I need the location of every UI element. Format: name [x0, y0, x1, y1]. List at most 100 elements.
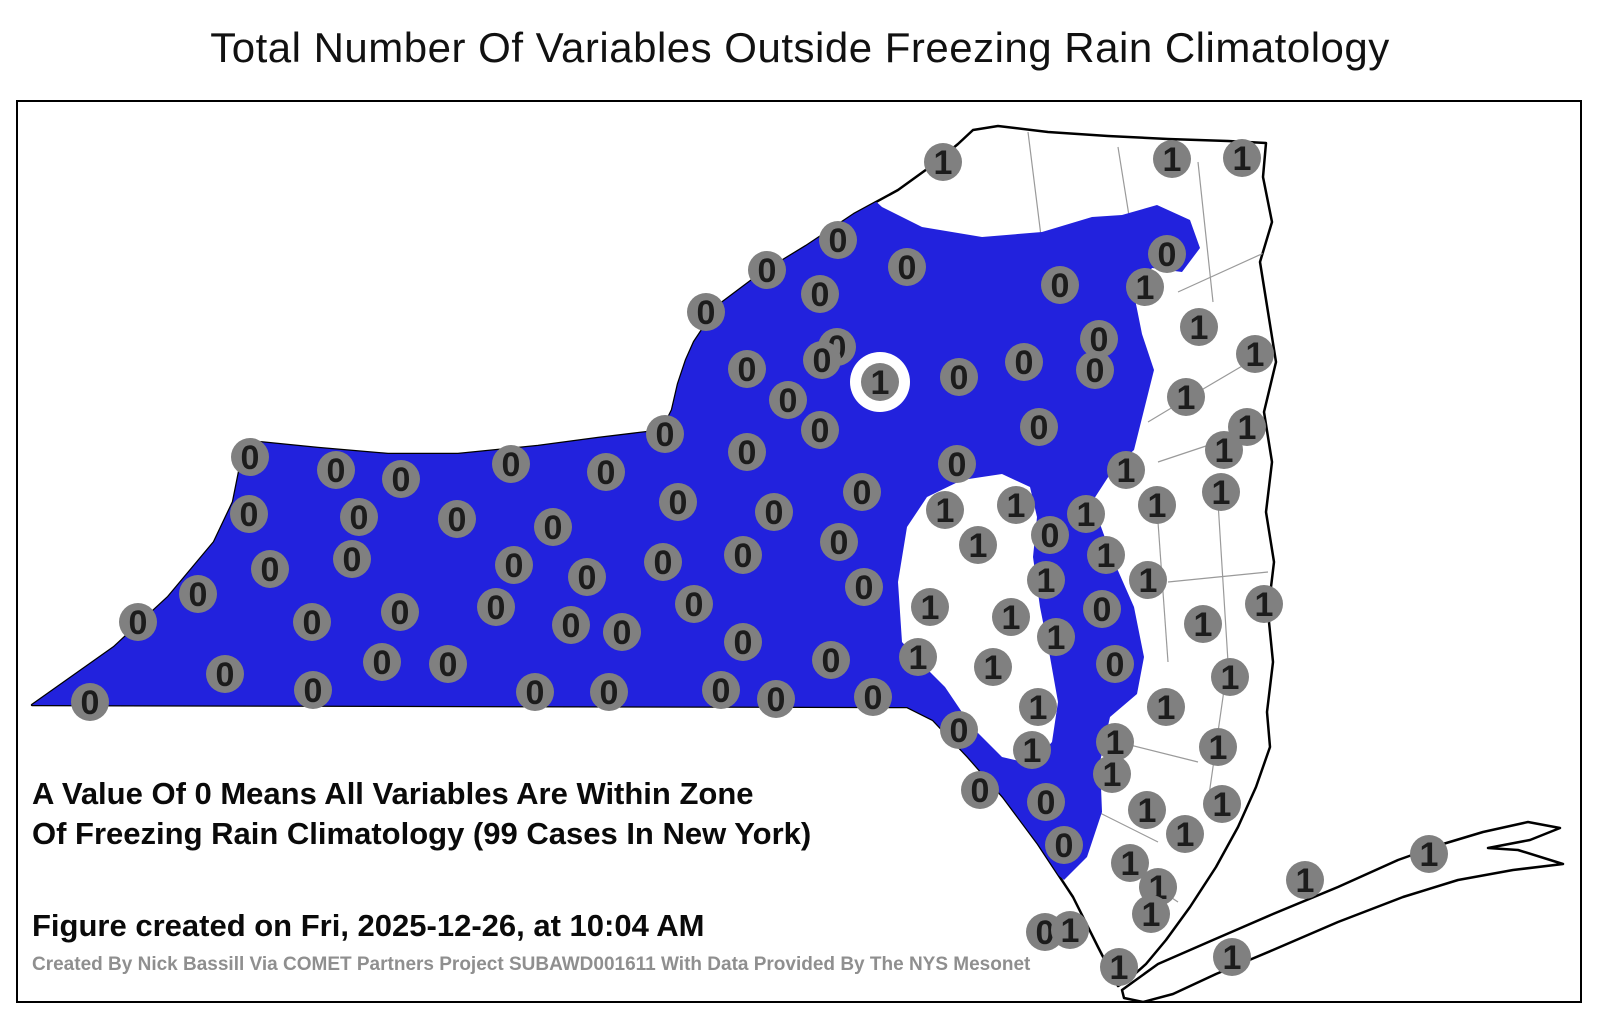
station-marker: 0 [587, 453, 625, 492]
svg-text:0: 0 [1093, 591, 1112, 629]
svg-text:1: 1 [1246, 336, 1265, 374]
station-marker: 1 [1027, 561, 1065, 600]
svg-text:0: 0 [439, 646, 458, 684]
svg-text:0: 0 [685, 586, 704, 624]
svg-text:0: 0 [758, 252, 777, 290]
svg-text:0: 0 [697, 294, 716, 332]
station-marker: 0 [728, 433, 766, 472]
svg-text:1: 1 [1047, 619, 1066, 657]
station-marker: 1 [924, 143, 962, 182]
station-marker: 0 [230, 495, 268, 534]
svg-text:1: 1 [1029, 689, 1048, 727]
station-marker: 1 [1153, 140, 1191, 179]
svg-text:0: 0 [487, 589, 506, 627]
station-marker: 1 [1037, 618, 1075, 657]
station-marker: 0 [495, 546, 533, 585]
station-marker: 1 [861, 363, 899, 402]
station-marker: 1 [1051, 911, 1089, 950]
station-marker: 1 [1245, 585, 1283, 624]
station-marker: 1 [1213, 938, 1251, 977]
station-marker: 0 [1027, 783, 1065, 822]
svg-text:1: 1 [1023, 732, 1042, 770]
station-marker: 0 [755, 493, 793, 532]
station-marker: 1 [1087, 536, 1125, 575]
svg-text:1: 1 [921, 589, 940, 627]
svg-text:1: 1 [1148, 487, 1167, 525]
station-marker: 1 [1236, 335, 1274, 374]
svg-text:0: 0 [656, 416, 675, 454]
svg-text:0: 0 [505, 547, 524, 585]
svg-text:1: 1 [1233, 140, 1252, 178]
station-marker: 0 [819, 221, 857, 260]
svg-text:1: 1 [984, 649, 1003, 687]
station-marker: 0 [206, 655, 244, 694]
svg-text:0: 0 [830, 524, 849, 562]
station-marker: 1 [1093, 755, 1131, 794]
svg-text:0: 0 [1037, 784, 1056, 822]
station-marker: 0 [231, 438, 269, 477]
station-marker: 1 [1184, 605, 1222, 644]
station-marker: 1 [1013, 731, 1051, 770]
station-marker: 0 [854, 678, 892, 717]
svg-text:1: 1 [1420, 836, 1439, 874]
station-marker: 0 [340, 498, 378, 537]
svg-text:0: 0 [1030, 409, 1049, 447]
svg-text:0: 0 [392, 461, 411, 499]
svg-text:0: 0 [1055, 827, 1074, 865]
svg-text:0: 0 [948, 446, 967, 484]
station-marker: 0 [119, 603, 157, 642]
station-marker: 1 [1228, 408, 1266, 447]
station-marker: 1 [1096, 723, 1134, 762]
created-timestamp: Figure created on Fri, 2025-12-26, at 10… [32, 908, 705, 943]
svg-text:1: 1 [871, 364, 890, 402]
svg-text:0: 0 [216, 656, 235, 694]
svg-text:1: 1 [1097, 537, 1116, 575]
station-marker: 1 [911, 588, 949, 627]
svg-text:1: 1 [1194, 606, 1213, 644]
station-marker: 0 [728, 350, 766, 389]
station-marker: 0 [803, 341, 841, 380]
station-marker: 0 [888, 248, 926, 287]
svg-text:1: 1 [1136, 269, 1155, 307]
station-marker: 1 [1138, 486, 1176, 525]
station-marker: 0 [940, 358, 978, 397]
station-marker: 1 [959, 526, 997, 565]
credit-line: Created By Nick Bassill Via COMET Partne… [32, 954, 1031, 975]
annotation-text: A Value Of 0 Means All Variables Are Wit… [32, 774, 811, 854]
station-marker: 0 [845, 568, 883, 607]
station-marker: 0 [251, 550, 289, 589]
svg-text:0: 0 [654, 544, 673, 582]
svg-text:0: 0 [779, 382, 798, 420]
svg-text:1: 1 [1138, 792, 1157, 830]
svg-text:0: 0 [241, 439, 260, 477]
svg-text:0: 0 [811, 276, 830, 314]
station-marker: 1 [1067, 495, 1105, 534]
svg-text:0: 0 [240, 496, 259, 534]
page-title: Total Number Of Variables Outside Freezi… [210, 24, 1390, 71]
annotation-line2: Of Freezing Rain Climatology (99 Cases I… [32, 816, 812, 851]
station-marker: 1 [1223, 139, 1261, 178]
svg-text:0: 0 [1041, 517, 1060, 555]
svg-text:0: 0 [669, 484, 688, 522]
station-marker: 0 [748, 251, 786, 290]
svg-text:1: 1 [1139, 562, 1158, 600]
svg-text:1: 1 [1221, 659, 1240, 697]
station-marker: 1 [899, 638, 937, 677]
svg-text:0: 0 [261, 551, 280, 589]
svg-text:1: 1 [1255, 586, 1274, 624]
station-marker: 1 [926, 491, 964, 530]
svg-text:0: 0 [373, 644, 392, 682]
svg-text:0: 0 [822, 642, 841, 680]
svg-text:1: 1 [1157, 689, 1176, 727]
svg-text:0: 0 [864, 679, 883, 717]
svg-text:0: 0 [600, 674, 619, 712]
station-marker: 1 [974, 648, 1012, 687]
svg-text:0: 0 [526, 674, 545, 712]
svg-text:1: 1 [1106, 724, 1125, 762]
station-marker: 1 [1147, 688, 1185, 727]
svg-text:0: 0 [304, 672, 323, 710]
svg-text:0: 0 [813, 342, 832, 380]
svg-text:0: 0 [1015, 344, 1034, 382]
